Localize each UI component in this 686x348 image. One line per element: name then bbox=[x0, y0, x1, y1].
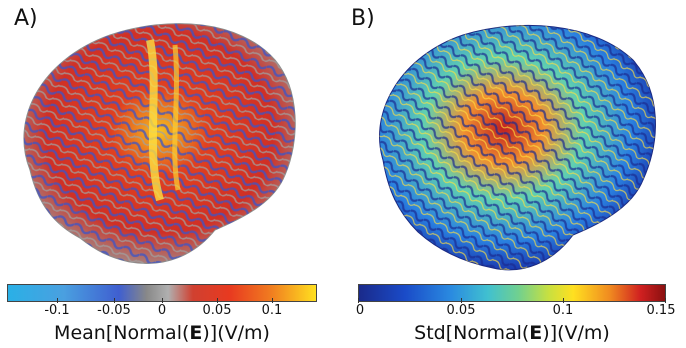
colorbar-tick-mark bbox=[114, 298, 115, 303]
brain-std-field-rendering bbox=[379, 24, 656, 271]
colorbar-tick-mark bbox=[217, 298, 218, 303]
brain-mean-field-rendering bbox=[23, 23, 296, 264]
colorbar-tick-mark bbox=[162, 298, 163, 303]
colorbar-tick-label: 0 bbox=[157, 303, 167, 318]
panel-letter-a: A) bbox=[14, 6, 38, 31]
colorbar-tick-label: 0.1 bbox=[261, 303, 283, 318]
panel-letter-b: B) bbox=[351, 6, 375, 31]
colorbar-tick-label: -0.1 bbox=[44, 303, 70, 318]
colorbar-tick-mark bbox=[272, 298, 273, 303]
colorbar-tick-label: 0.15 bbox=[646, 303, 676, 318]
colorbar-tick-mark bbox=[358, 298, 359, 303]
colorbar-tick-mark bbox=[57, 298, 58, 303]
colorbar-tick-label: -0.05 bbox=[97, 303, 131, 318]
colorbar-tick-label: 0.1 bbox=[552, 303, 574, 318]
colorbar-title-std: Std[Normal(E)](V/m) bbox=[414, 322, 610, 344]
colorbar-tick-mark bbox=[461, 298, 462, 303]
colorbar-tick-mark bbox=[665, 298, 666, 303]
colorbar-title-mean: Mean[Normal(E)](V/m) bbox=[54, 322, 270, 344]
panel-b: B) 0 0.05 0.1 0.15 Std[Normal(E)](V/m) bbox=[343, 0, 686, 348]
colorbar-tick-label: 0.05 bbox=[202, 303, 232, 318]
colorbar-tick-label: 0.05 bbox=[446, 303, 476, 318]
colorbar-tick-mark bbox=[563, 298, 564, 303]
colorbar-std bbox=[358, 284, 666, 302]
colorbar-tick-label: 0 bbox=[355, 303, 365, 318]
panel-a: A) -0.1 -0.05 0 0.05 0.1 Mean[Normal(E)]… bbox=[7, 6, 317, 344]
